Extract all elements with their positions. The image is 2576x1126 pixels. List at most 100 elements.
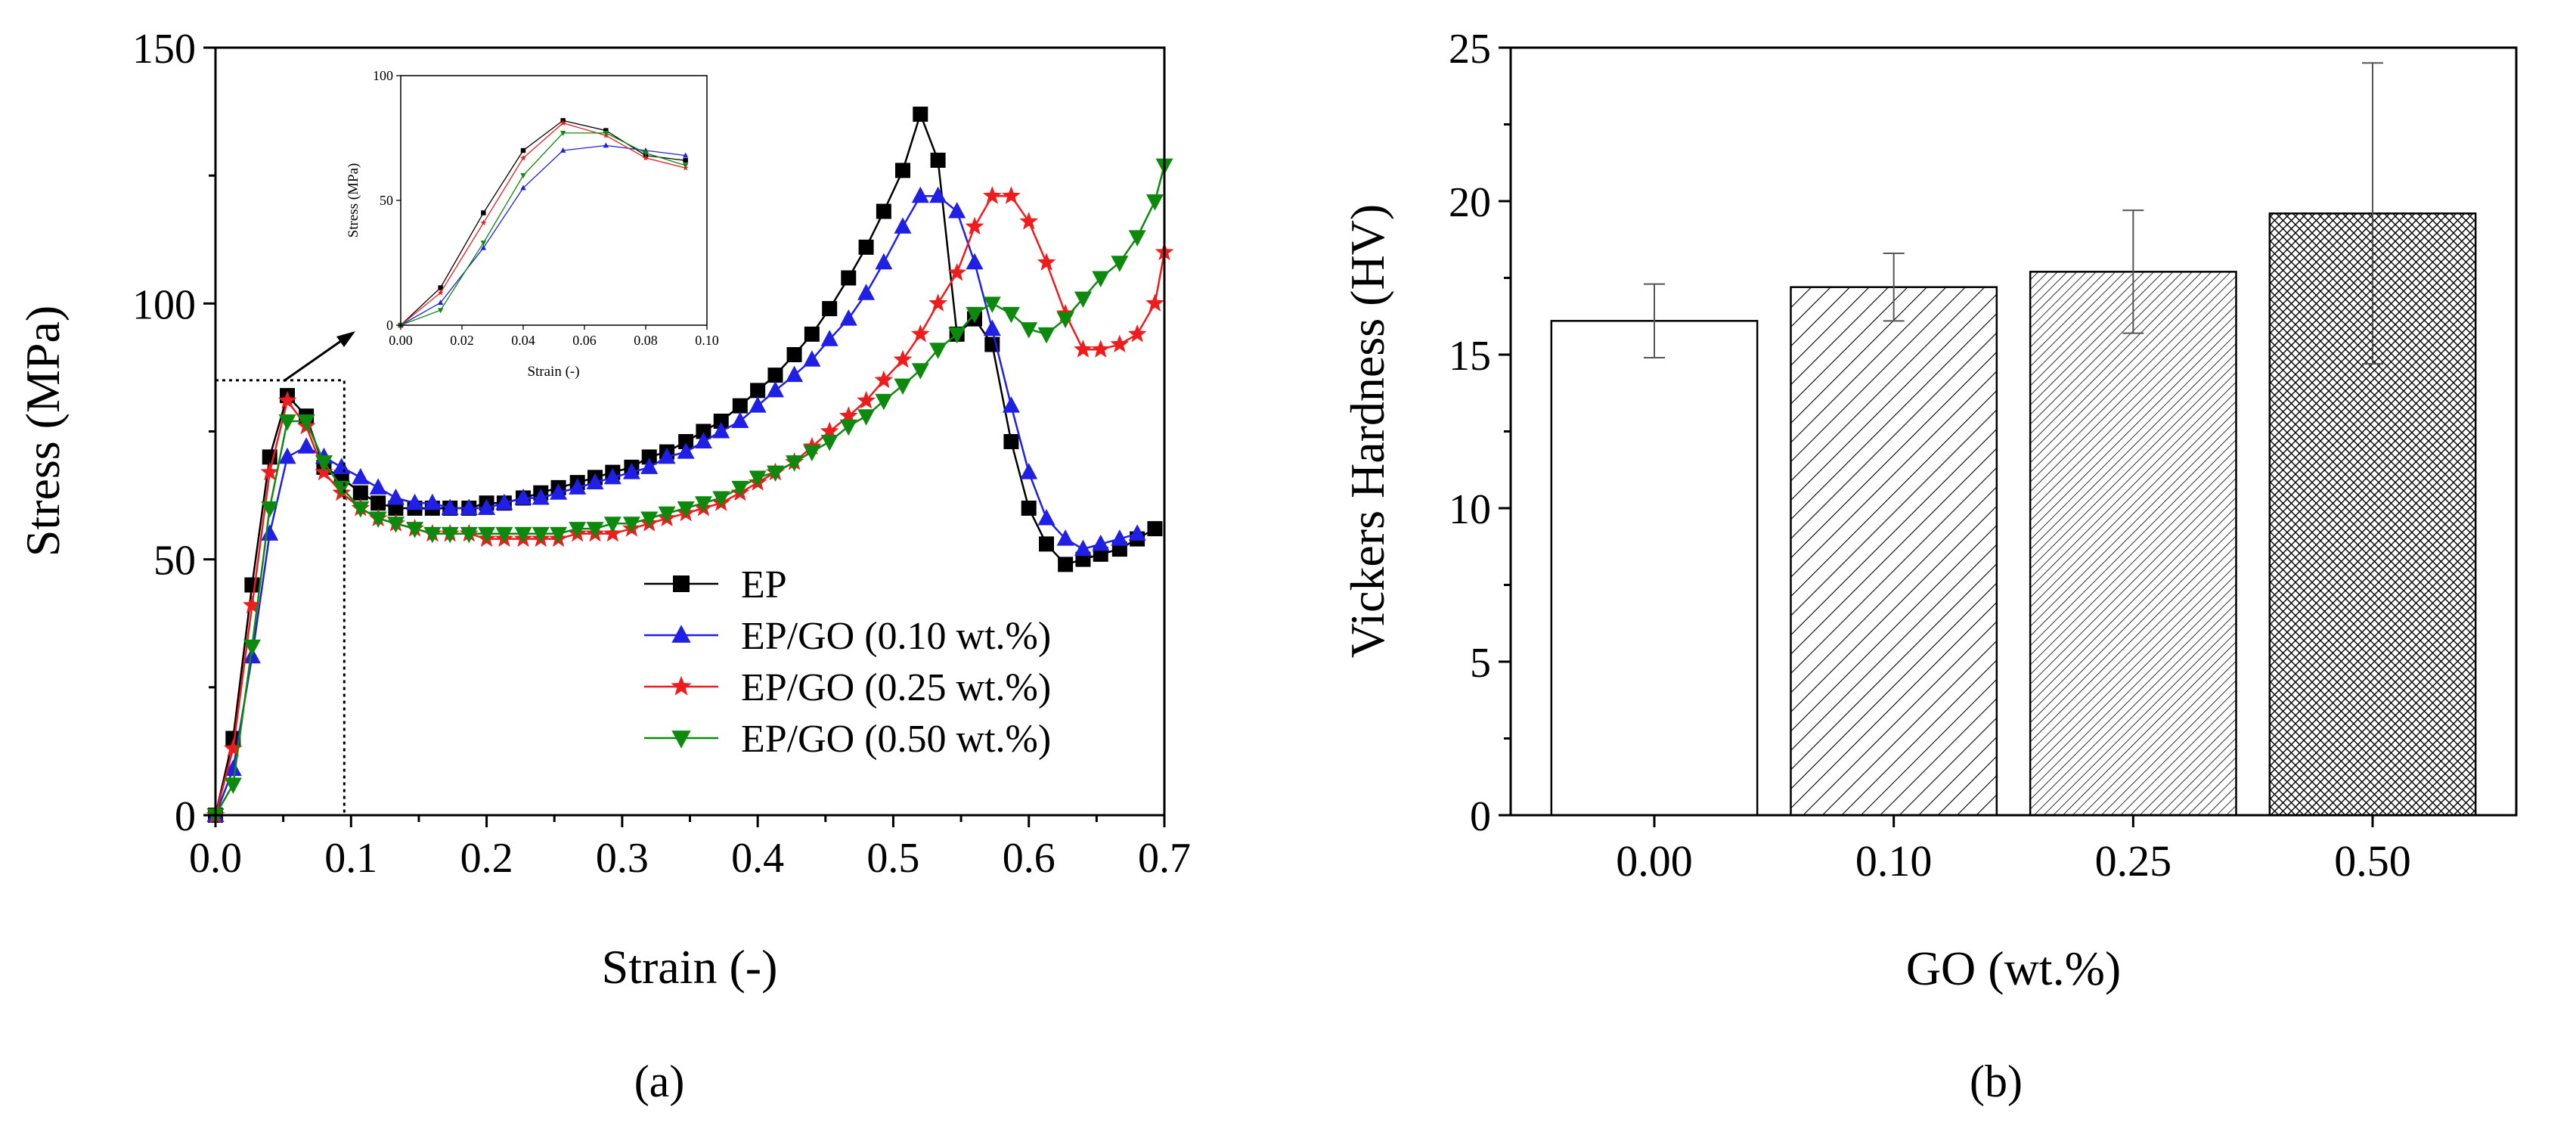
data-point-2-1 (223, 739, 243, 757)
data-point-1-31 (766, 380, 784, 398)
data-point-2-3 (260, 462, 280, 481)
data-point-3-25 (658, 506, 676, 523)
inset-pointer-arrow (283, 336, 347, 383)
data-point-1-44 (1002, 396, 1020, 413)
data-point-3-43 (983, 296, 1001, 313)
data-point-0-45 (1021, 501, 1037, 516)
data-point-0-8 (352, 485, 368, 501)
series-1 (206, 186, 1146, 822)
data-point-0-26 (678, 434, 694, 450)
x-tick-label: 0.25 (2095, 836, 2172, 886)
data-point-1-16 (495, 493, 513, 510)
inset-series-line-1 (400, 144, 686, 326)
data-point-1-38 (894, 217, 912, 234)
inset-series-line-3 (400, 132, 686, 326)
data-point-2-34 (820, 421, 839, 439)
y-tick-label: 20 (1449, 179, 1491, 226)
inset-data-point-3-7 (682, 163, 689, 169)
y-tick-label: 5 (1470, 640, 1491, 687)
inset-data-point-1-1 (437, 299, 444, 306)
bar-0.10 (1790, 286, 1998, 817)
inset-data-point-3-6 (643, 150, 649, 157)
data-point-0-38 (894, 163, 910, 178)
inset-series-line-2 (400, 122, 686, 326)
data-point-3-46 (1037, 327, 1056, 344)
data-point-1-3 (261, 524, 279, 541)
y-tick-label: 50 (153, 538, 196, 585)
data-point-1-30 (749, 396, 767, 413)
inset-data-point-2-2 (480, 219, 487, 226)
legend-marker (671, 625, 691, 643)
data-point-1-20 (569, 478, 587, 495)
data-point-3-34 (820, 435, 839, 451)
data-point-2-51 (1127, 324, 1147, 343)
data-point-1-32 (786, 365, 804, 383)
data-point-1-11 (406, 493, 424, 510)
inset-pointer-arrowhead (336, 331, 355, 347)
inset-data-point-3-4 (560, 131, 566, 136)
inset-data-point-2-4 (560, 119, 566, 126)
data-point-2-37 (874, 370, 894, 389)
data-point-0-46 (1039, 536, 1055, 552)
data-point-3-2 (243, 639, 261, 656)
data-point-1-15 (478, 498, 496, 515)
data-point-3-33 (803, 445, 821, 462)
data-point-3-6 (315, 455, 333, 472)
data-point-3-7 (333, 480, 351, 498)
inset-y-tick-label: 0 (386, 318, 393, 333)
data-point-3-40 (929, 343, 947, 359)
legend-label: EP/GO (0.25 wt.%) (741, 666, 1051, 709)
y-tick-label: 10 (1449, 486, 1491, 533)
data-point-0-30 (750, 383, 766, 399)
data-point-1-39 (911, 186, 929, 203)
data-point-1-48 (1074, 539, 1092, 557)
inset-y-tick-label: 100 (373, 68, 393, 83)
bar-group-2 (2029, 209, 2237, 817)
data-point-1-10 (386, 488, 405, 505)
data-point-3-50 (1111, 256, 1129, 272)
stress-strain-x-ticks: 0.0 0.1 0.2 0.3 0.4 0.5 0.6 0.7 (189, 815, 1191, 882)
data-point-0-31 (767, 368, 783, 383)
legend-marker (671, 731, 691, 749)
data-point-3-28 (712, 491, 730, 507)
inset-series-line-0 (400, 119, 686, 326)
hardness-y-label: Vickers Hardness (HV) (1341, 204, 1394, 658)
data-point-0-2 (244, 577, 260, 593)
inset-y-label: Stress (MPa) (346, 163, 361, 238)
data-point-1-5 (297, 437, 315, 454)
data-point-3-13 (441, 526, 459, 544)
data-point-3-17 (514, 526, 532, 544)
data-point-0-47 (1058, 557, 1074, 572)
data-point-3-41 (948, 327, 966, 344)
data-point-1-28 (712, 422, 730, 439)
data-point-0-29 (732, 398, 748, 414)
data-point-1-4 (278, 447, 296, 464)
data-point-0-32 (786, 347, 802, 362)
inset-data-point-1-7 (682, 152, 689, 158)
inset-data-point-0-7 (683, 158, 688, 163)
data-point-1-19 (550, 483, 568, 500)
data-point-2-46 (1037, 253, 1056, 271)
data-point-2-43 (982, 186, 1002, 204)
data-point-2-52 (1145, 293, 1164, 312)
data-point-3-27 (694, 496, 712, 513)
data-point-1-21 (586, 473, 604, 490)
data-point-1-23 (622, 463, 640, 479)
inset-x-tick-label: 0.00 (389, 333, 413, 348)
x-tick-label: 0.10 (1855, 836, 1933, 886)
inset-axes-frame (400, 75, 708, 326)
inset-data-point-3-2 (480, 240, 487, 247)
inset-plot-area (398, 118, 689, 328)
data-point-2-36 (857, 390, 876, 409)
data-point-1-27 (694, 432, 712, 449)
data-point-2-38 (893, 349, 913, 368)
inset-y-ticks: 0 50 100 (373, 68, 401, 333)
stress-strain-y-label: Stress (MPa) (16, 306, 70, 557)
inset-data-point-3-1 (437, 308, 444, 314)
x-tick-label: 0.4 (731, 835, 784, 882)
data-point-3-37 (875, 393, 893, 411)
panel-label-a: (a) (634, 1056, 685, 1106)
data-point-3-36 (857, 409, 876, 426)
data-point-1-25 (658, 447, 676, 464)
